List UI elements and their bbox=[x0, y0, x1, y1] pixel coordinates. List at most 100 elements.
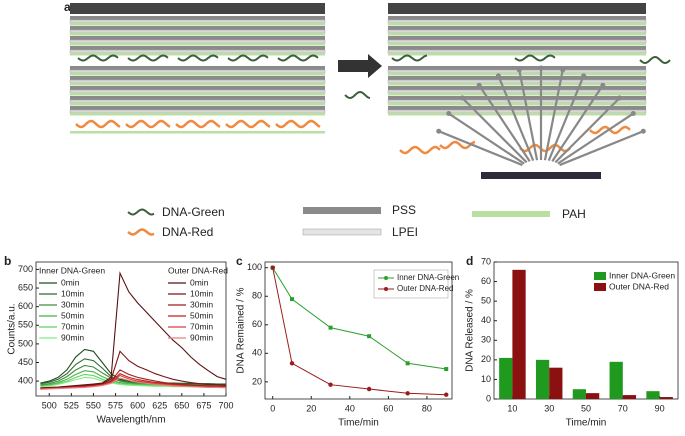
pss-layer bbox=[70, 86, 325, 90]
dna-strand bbox=[75, 119, 121, 129]
bar bbox=[535, 359, 550, 399]
y-tick-label: 500 bbox=[18, 338, 33, 348]
bar bbox=[586, 393, 600, 399]
dna-strand bbox=[344, 90, 371, 100]
ray-head bbox=[640, 128, 646, 134]
x-axis-label: Wavelength/nm bbox=[96, 415, 165, 426]
pah-layer bbox=[388, 83, 646, 86]
y-axis-label: DNA Remained / % bbox=[236, 287, 247, 373]
bar bbox=[659, 397, 673, 399]
legend-box bbox=[373, 269, 449, 299]
light-ray bbox=[559, 130, 644, 167]
pss-layer bbox=[70, 76, 325, 80]
pah-layer bbox=[388, 103, 646, 106]
legend-label: 0min bbox=[190, 277, 209, 287]
pah-layer bbox=[388, 23, 646, 26]
ray-head bbox=[516, 67, 522, 73]
y-tick-label: 0 bbox=[486, 393, 491, 403]
light-ray bbox=[554, 97, 621, 164]
light-ray bbox=[551, 84, 604, 162]
ray-head bbox=[495, 73, 501, 79]
panel-label: b bbox=[4, 254, 11, 268]
legend-swatch bbox=[594, 283, 606, 291]
pah-layer bbox=[70, 53, 325, 56]
legend-label: 90min bbox=[61, 332, 84, 342]
bar bbox=[646, 391, 660, 399]
panel-label: c bbox=[236, 254, 243, 268]
legend-label: 30min bbox=[61, 299, 84, 309]
bar bbox=[499, 357, 513, 399]
marker bbox=[444, 392, 449, 397]
lpei-layer bbox=[387, 99, 647, 104]
x-tick-label: 675 bbox=[196, 400, 211, 410]
legend-marker bbox=[384, 287, 388, 291]
pss-layer bbox=[388, 106, 646, 110]
legend-label: Inner DNA-Green bbox=[397, 273, 459, 282]
plot-frame bbox=[35, 261, 227, 397]
lpei-layer bbox=[69, 39, 326, 44]
x-tick-label: 50 bbox=[581, 403, 591, 413]
pss-layer bbox=[70, 106, 325, 110]
y-tick-label: 400 bbox=[18, 375, 33, 385]
diagram bbox=[69, 3, 671, 179]
ray-head bbox=[560, 67, 566, 73]
x-tick-label: 90 bbox=[655, 403, 665, 413]
dna-strand bbox=[127, 54, 169, 62]
pss-layer bbox=[70, 66, 325, 70]
pss-layer bbox=[70, 16, 325, 20]
pah-layer bbox=[388, 53, 646, 56]
legend-swatch bbox=[472, 211, 550, 217]
light-source bbox=[481, 172, 601, 179]
ray-head bbox=[436, 128, 442, 134]
lpei-layer bbox=[387, 39, 647, 44]
x-tick-label: 525 bbox=[64, 400, 79, 410]
lpei-layer bbox=[69, 99, 326, 104]
pah-layer bbox=[70, 43, 325, 46]
dna-strand bbox=[439, 140, 476, 150]
bar bbox=[549, 367, 563, 399]
legend-label: LPEI bbox=[392, 225, 418, 239]
y-tick-label: 450 bbox=[18, 357, 33, 367]
pss-layer bbox=[70, 26, 325, 30]
y-tick-label: 100 bbox=[247, 262, 262, 272]
ray-head bbox=[600, 82, 606, 88]
lpei-layer bbox=[69, 89, 326, 94]
legend-label: PAH bbox=[562, 207, 586, 221]
pss-layer bbox=[388, 36, 646, 40]
lpei-layer bbox=[387, 89, 647, 94]
pss-layer bbox=[70, 46, 325, 50]
ray-head bbox=[630, 111, 636, 117]
x-tick-label: 0 bbox=[270, 403, 275, 413]
y-axis-label: DNA Released / % bbox=[465, 289, 476, 372]
dna-strand bbox=[399, 145, 441, 155]
x-tick-label: 650 bbox=[174, 400, 189, 410]
data-line bbox=[40, 358, 227, 386]
legend-label: 50min bbox=[190, 310, 213, 320]
legend-label: 70min bbox=[61, 321, 84, 331]
legend-title: Outer DNA-Red bbox=[168, 265, 228, 275]
x-tick-label: 80 bbox=[422, 403, 432, 413]
plot-frame bbox=[264, 261, 453, 400]
lpei-layer bbox=[69, 19, 326, 24]
y-tick-label: 550 bbox=[18, 320, 33, 330]
lpei-layer bbox=[387, 49, 647, 54]
y-axis-label: Counts/a.u. bbox=[7, 303, 18, 354]
legend-label: Inner DNA-Green bbox=[609, 270, 675, 280]
bar bbox=[609, 361, 623, 399]
x-tick-label: 600 bbox=[130, 400, 145, 410]
pss-layer bbox=[388, 76, 646, 80]
substrate bbox=[70, 3, 325, 14]
pss-layer bbox=[388, 26, 646, 30]
lpei-layer bbox=[387, 19, 647, 24]
x-tick-label: 625 bbox=[152, 400, 167, 410]
legend-label: Outer DNA-Red bbox=[397, 284, 453, 293]
marker bbox=[289, 361, 295, 366]
x-tick-label: 550 bbox=[86, 400, 101, 410]
legend-marker bbox=[384, 276, 388, 280]
marker bbox=[405, 391, 410, 396]
legend-label: 50min bbox=[61, 310, 84, 320]
bar bbox=[512, 269, 526, 399]
legend-label: 70min bbox=[190, 321, 213, 331]
marker bbox=[405, 361, 410, 366]
